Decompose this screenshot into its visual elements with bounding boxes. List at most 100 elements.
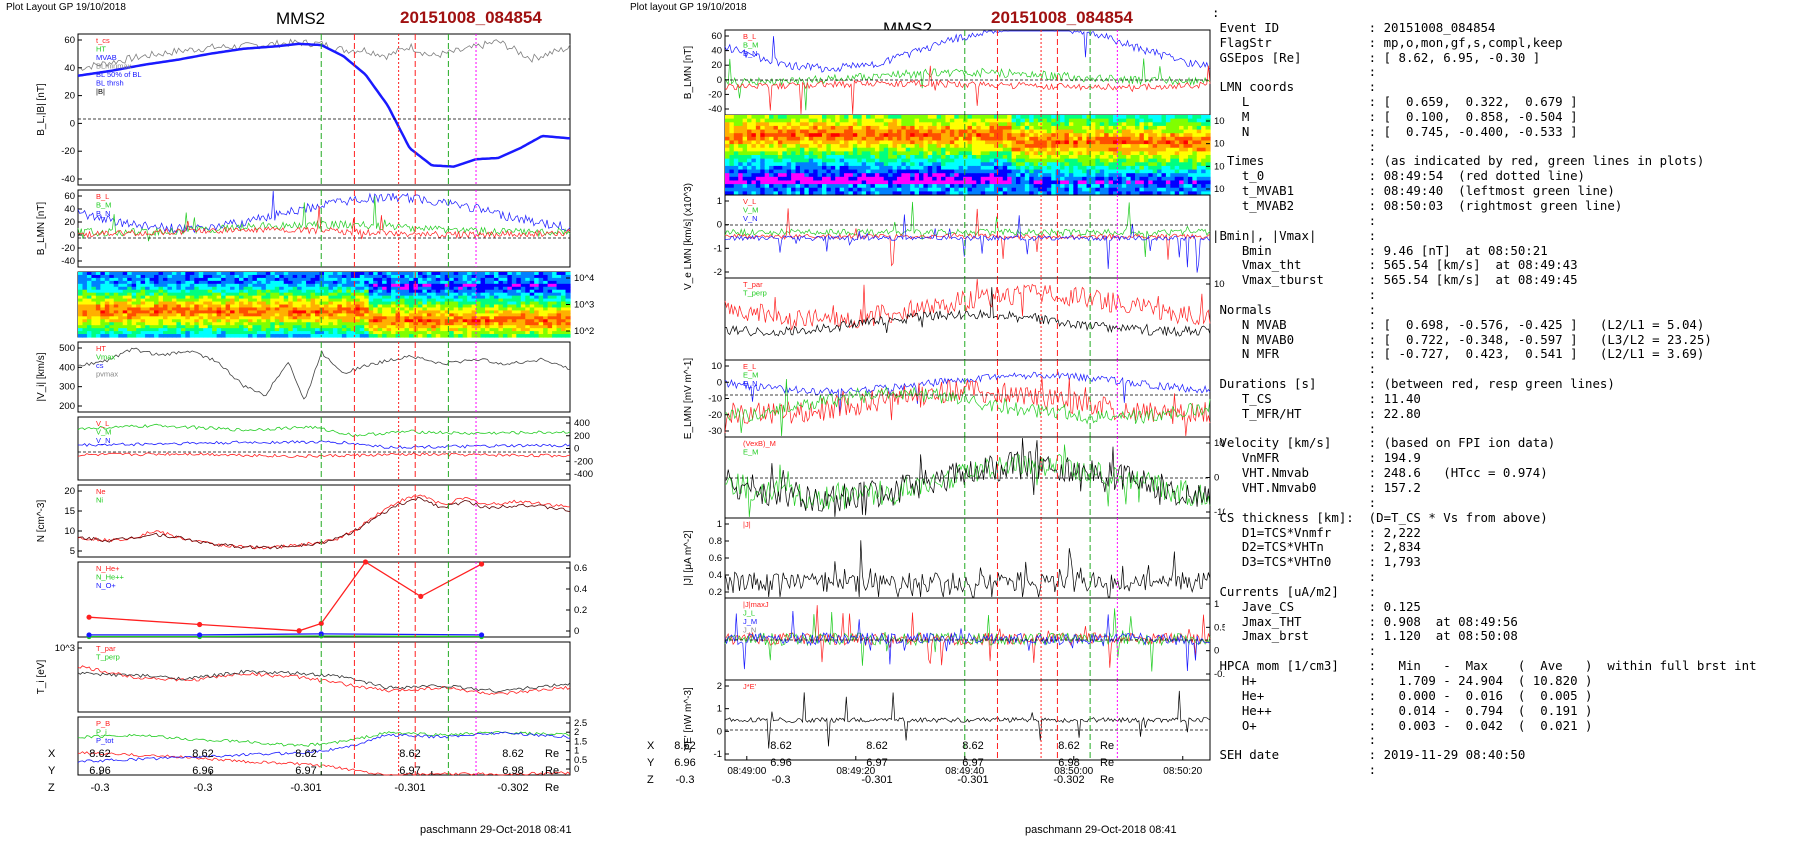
series-line: [77, 496, 571, 550]
spectrogram-cell: [552, 298, 558, 303]
spectrogram-cell: [813, 155, 819, 160]
spectrogram-cell: [306, 307, 312, 312]
spectrogram-cell: [954, 180, 960, 185]
spectrogram-cell: [350, 298, 356, 303]
legend-label: |B|: [96, 87, 105, 96]
spectrogram-cell: [901, 187, 907, 192]
spectrogram-cell: [270, 307, 276, 312]
spectrogram-cell: [359, 292, 365, 297]
spectrogram-cell: [265, 304, 271, 309]
spectrogram-cell: [176, 331, 182, 335]
spectrogram-cell: [945, 144, 951, 149]
spectrogram-cell: [198, 277, 204, 282]
spectrogram-cell: [359, 325, 365, 329]
spectrogram-cell: [1086, 147, 1092, 152]
spectrogram-cell: [520, 334, 526, 338]
spectrogram-cell: [1174, 165, 1180, 171]
spectrogram-cell: [109, 316, 115, 320]
spectrogram-cell: [91, 274, 97, 279]
spectrogram-cell: [543, 325, 549, 329]
spectrogram-cell: [949, 133, 955, 138]
spectrogram-cell: [207, 301, 213, 306]
spectrogram-cell: [543, 334, 549, 338]
spectrogram-cell: [162, 307, 169, 312]
spectrogram-cell: [866, 180, 872, 185]
spectrogram-cell: [185, 283, 191, 288]
spectrogram-cell: [980, 169, 986, 174]
spectrogram-cell: [1130, 176, 1136, 182]
spectrogram-cell: [270, 283, 276, 288]
spectrogram-cell: [122, 310, 128, 314]
spectrogram-cell: [413, 272, 419, 276]
spectrogram-cell: [453, 301, 459, 306]
spectrogram-cell: [431, 289, 437, 294]
spectrogram-cell: [773, 118, 779, 123]
spectrogram-cell: [368, 322, 374, 326]
spectrogram-cell: [936, 136, 942, 142]
spectrogram-cell: [265, 331, 271, 335]
spectrogram-cell: [883, 173, 889, 178]
spectrogram-cell: [332, 301, 339, 306]
spectrogram-cell: [888, 147, 894, 152]
spectrogram-cell: [949, 136, 955, 142]
spectrogram-cell: [919, 122, 925, 127]
spectrogram-cell: [453, 316, 459, 320]
spectrogram-cell: [923, 147, 929, 152]
spectrogram-cell: [86, 274, 93, 279]
spectrogram-cell: [328, 295, 334, 300]
spectrogram-cell: [408, 286, 415, 291]
spectrogram-cell: [910, 187, 916, 192]
spectrogram-cell: [1099, 155, 1105, 160]
spectrogram-cell: [870, 187, 876, 192]
spectrogram-cell: [729, 158, 735, 163]
spectrogram-cell: [516, 280, 522, 285]
spectrogram-cell: [337, 328, 343, 332]
spectrogram-cell: [167, 328, 173, 332]
spectrogram-cell: [742, 184, 748, 189]
spectrogram-cell: [422, 274, 428, 279]
spectrogram-cell: [813, 140, 819, 145]
spectrogram-cell: [835, 158, 841, 163]
spectrogram-cell: [288, 334, 294, 338]
spectrogram-cell: [1170, 176, 1176, 182]
spectrogram-cell: [534, 310, 540, 314]
spectrogram-cell: [1007, 169, 1013, 174]
spectrogram-cell: [458, 307, 464, 312]
spectrogram-cell: [1024, 118, 1030, 123]
spectrogram-cell: [547, 298, 553, 303]
spectrogram-cell: [162, 316, 169, 320]
spectrogram-cell: [1117, 125, 1123, 131]
spectrogram-cell: [1117, 173, 1123, 178]
spectrogram-cell: [364, 331, 370, 335]
spectrogram-cell: [413, 292, 419, 297]
spectrogram-cell: [458, 277, 464, 282]
spectrogram-cell: [1157, 144, 1163, 149]
spectrogram-cell: [534, 307, 540, 312]
spectrogram-cell: [355, 316, 361, 320]
spectrogram-cell: [288, 316, 294, 320]
spectrogram-cell: [109, 325, 115, 329]
spectrogram-cell: [901, 147, 907, 152]
spectrogram-cell: [292, 295, 298, 300]
spectrogram-cell: [122, 289, 128, 294]
spectrogram-cell: [861, 162, 867, 167]
spectrogram-cell: [86, 301, 93, 306]
spectrogram-cell: [738, 155, 744, 160]
spectrogram-cell: [896, 165, 902, 171]
spectrogram-cell: [1020, 144, 1026, 149]
spectrogram-cell: [525, 301, 531, 306]
spectrogram-cell: [297, 289, 303, 294]
spectrogram-cell: [279, 280, 285, 285]
spectrogram-cell: [408, 328, 415, 332]
spectrogram-cell: [870, 162, 876, 167]
spectrogram-cell: [1174, 129, 1180, 134]
spectrogram-cell: [892, 191, 898, 196]
spectrogram-cell: [136, 289, 142, 294]
spectrogram-cell: [905, 151, 911, 156]
spectrogram-cell: [265, 328, 271, 332]
spectrogram-cell: [324, 304, 330, 309]
spectrogram-cell: [471, 298, 477, 303]
spectrogram-cell: [319, 301, 325, 306]
spectrogram-cell: [485, 319, 491, 323]
spectrogram-cell: [453, 331, 459, 335]
